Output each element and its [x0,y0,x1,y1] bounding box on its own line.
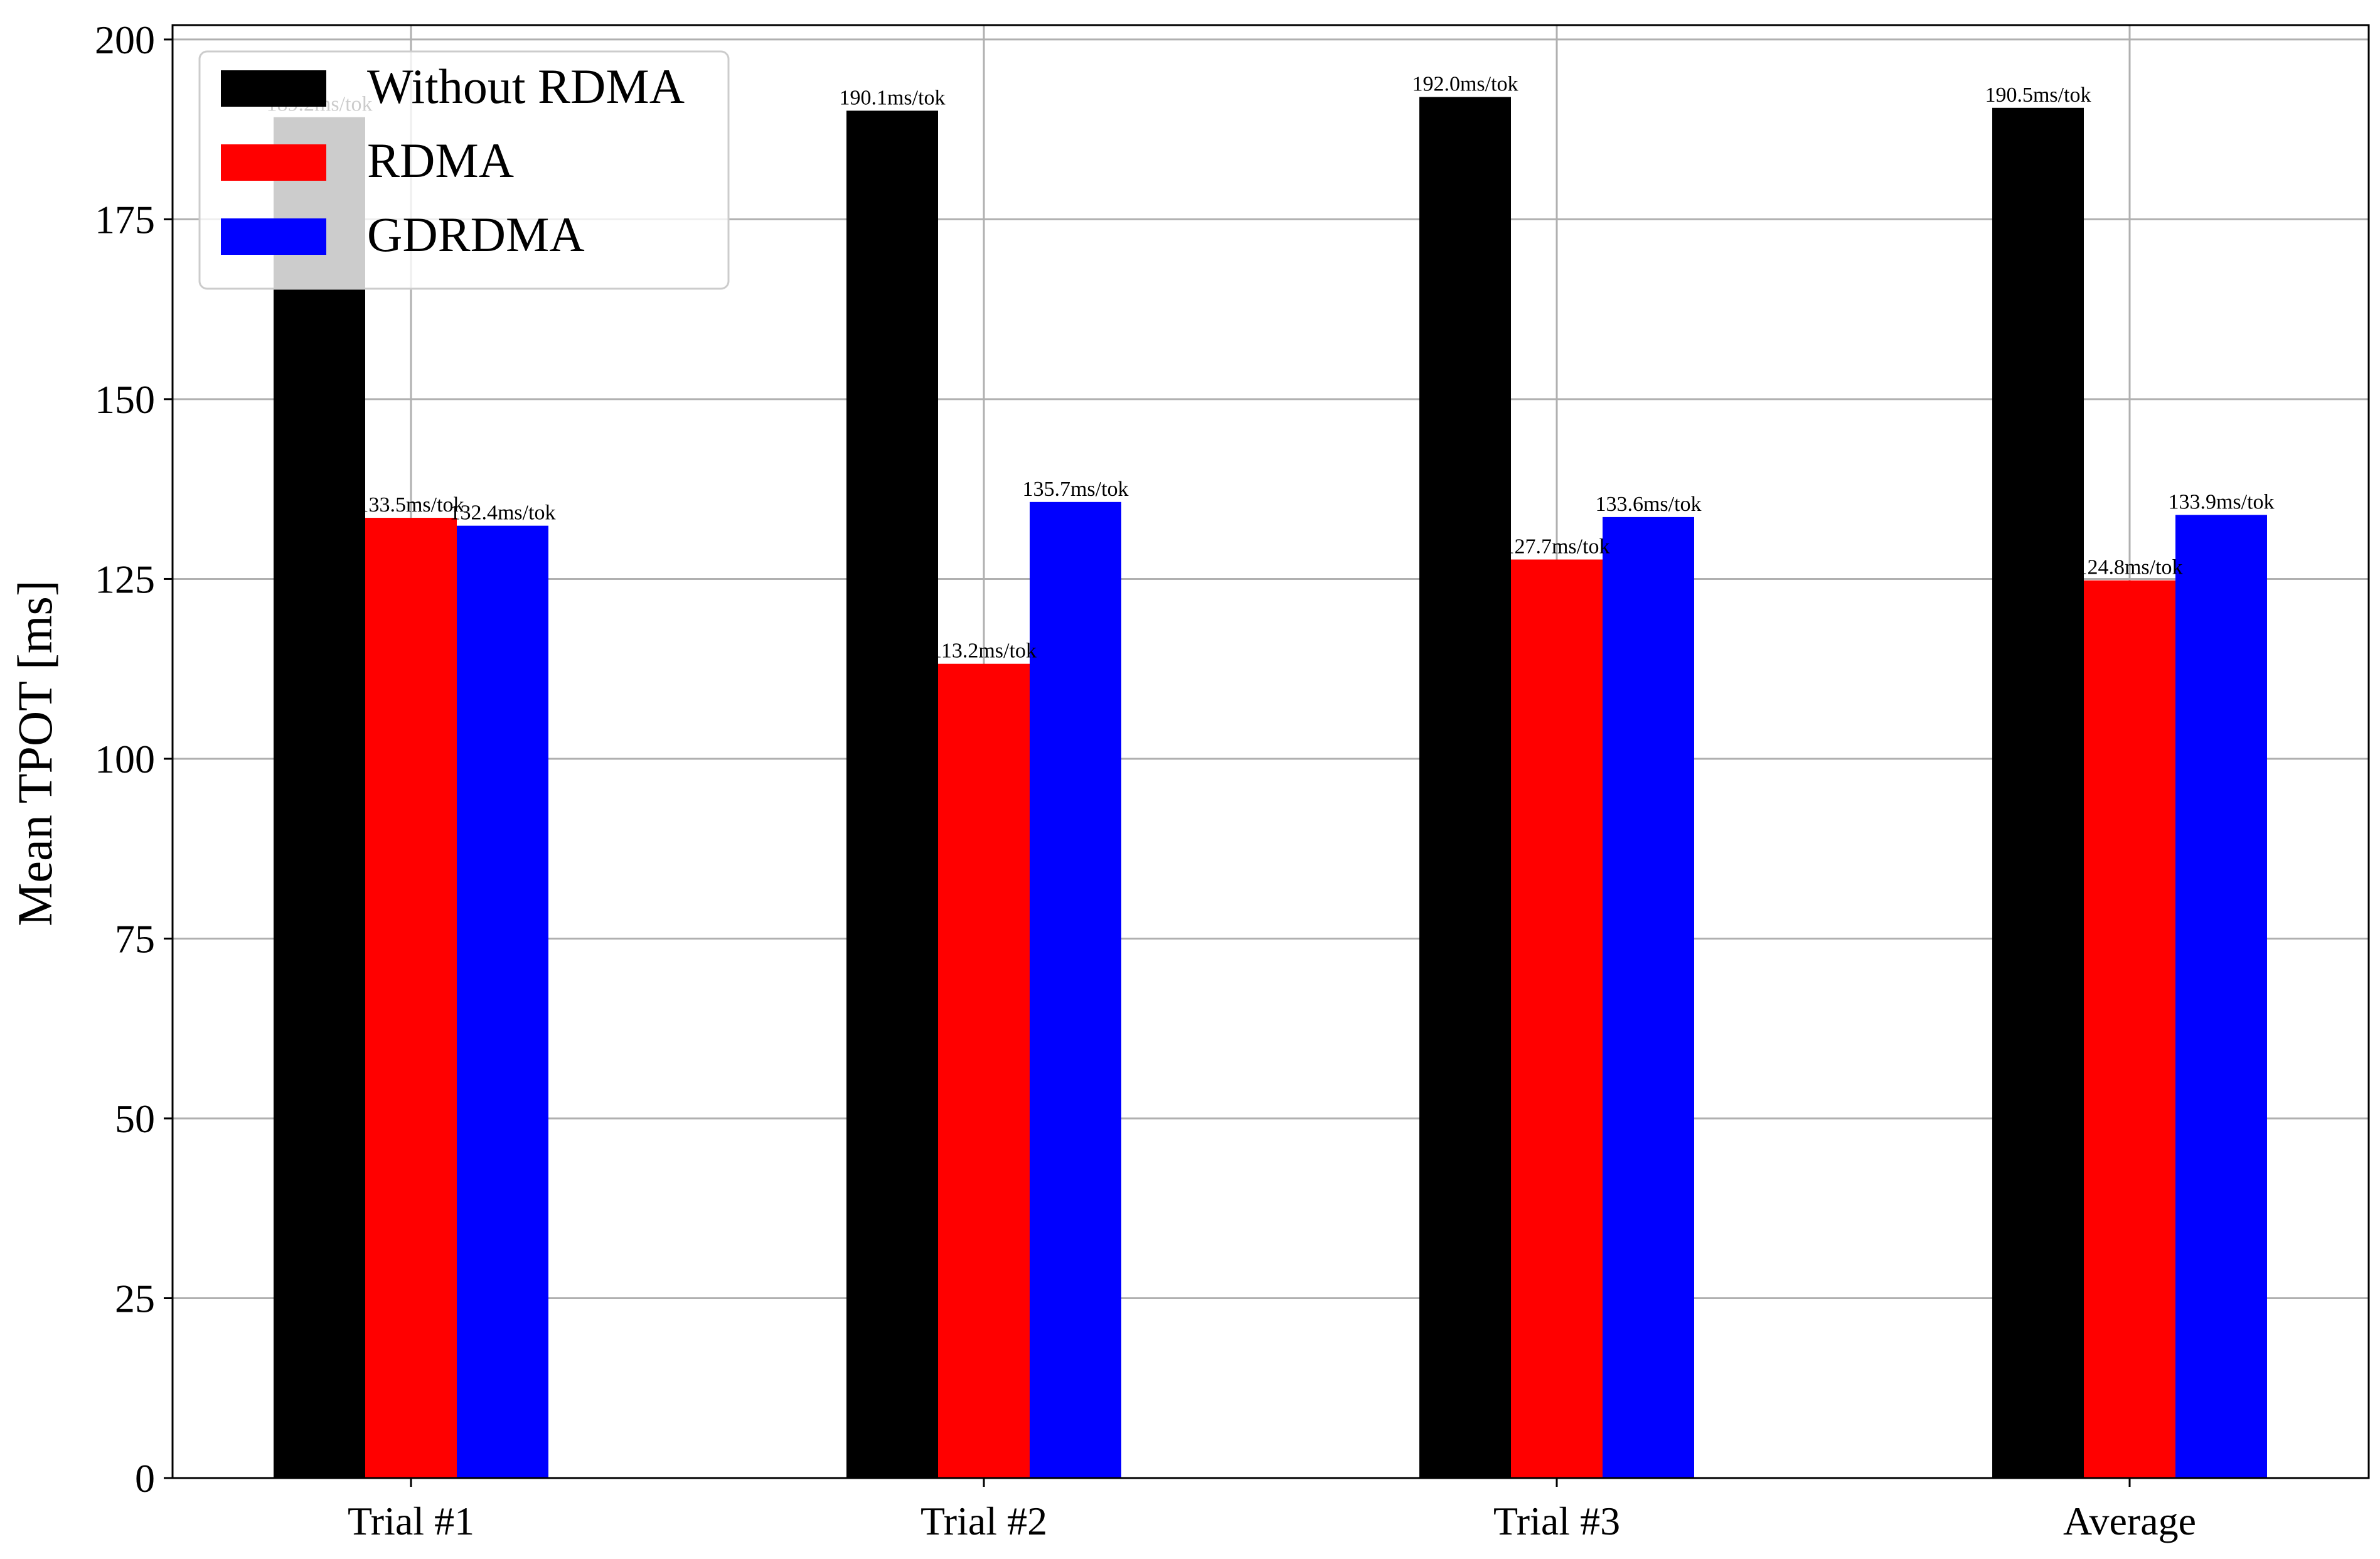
bar-value-label: 133.9ms/tok [2168,490,2274,513]
bar-value-label: 133.6ms/tok [1595,493,1701,516]
y-tick-label: 150 [95,377,155,422]
bar [365,518,457,1478]
x-tick-label: Trial #3 [1493,1499,1620,1543]
x-axis-ticks: Trial #1 Trial #2 Trial #3 Average [348,1478,2196,1543]
bar-value-label: 135.7ms/tok [1022,478,1128,501]
legend: Without RDMA RDMA GDRDMA [198,50,730,290]
legend-swatch [221,70,326,107]
legend-label: GDRDMA [367,207,585,262]
y-tick-label: 175 [95,197,155,242]
y-axis-ticks: 0 25 50 75 100 125 150 175 200 [95,18,173,1501]
bar [1992,107,2084,1479]
bar [1511,559,1603,1478]
y-tick-label: 125 [95,557,155,601]
y-tick-label: 75 [115,916,155,961]
legend-frame [198,50,730,290]
legend-label: RDMA [367,133,514,188]
bar-value-label: 190.5ms/tok [1985,83,2091,107]
y-tick-label: 200 [95,18,155,62]
bar [1030,501,1121,1479]
bar-value-label: 190.1ms/tok [839,86,945,109]
bar-value-label: 113.2ms/tok [931,640,1037,663]
bar-value-label: 132.4ms/tok [449,501,555,525]
bar-value-label: 124.8ms/tok [2076,556,2182,579]
x-tick-label: Average [2063,1499,2196,1543]
plot-frame [171,24,2370,1479]
bar [1603,517,1694,1478]
legend-swatch [221,144,326,181]
bar [846,110,938,1479]
bar [457,525,548,1478]
legend-label: Without RDMA [367,59,685,114]
y-tick-label: 50 [115,1096,155,1141]
y-tick-label: 25 [115,1276,155,1321]
x-tick-label: Trial #1 [348,1499,474,1543]
bar-value-label: 192.0ms/tok [1412,73,1518,96]
legend-swatch [221,218,326,255]
y-tick-label: 100 [95,737,155,781]
y-tick-label: 0 [135,1456,155,1501]
bar [274,117,365,1478]
bar-value-label: 133.5ms/tok [358,493,464,517]
bar-value-label: 127.7ms/tok [1503,535,1609,559]
bar [2175,515,2267,1479]
bar [2084,580,2175,1478]
x-tick-label: Trial #2 [921,1499,1047,1543]
bar [1419,97,1511,1478]
bars [274,97,2267,1479]
bar [938,663,1030,1478]
y-axis-title: Mean TPOT [ms] [8,580,62,926]
